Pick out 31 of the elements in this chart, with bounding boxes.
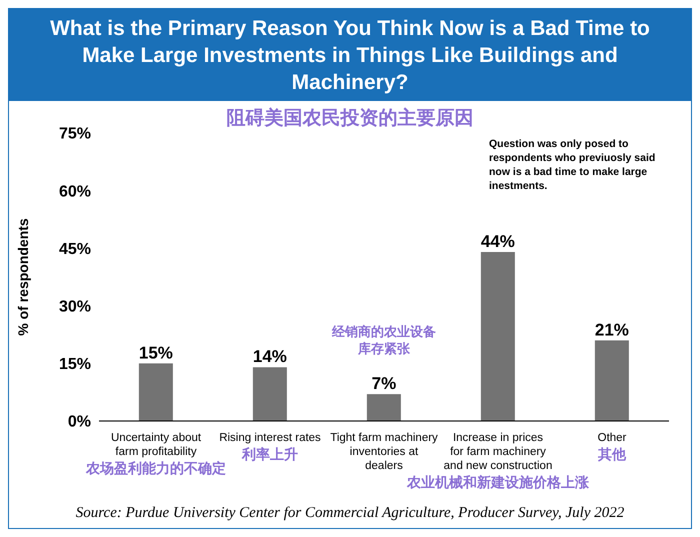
x-tick-label: Rising interest rates (219, 432, 322, 444)
x-tick-label: Other (598, 432, 627, 444)
data-label: 7% (372, 374, 396, 394)
text: 利率上升 (241, 446, 298, 463)
bar (366, 394, 401, 421)
data-label: 15% (138, 343, 173, 362)
bar (480, 252, 515, 421)
y-tick-label: 45% (58, 240, 91, 258)
y-axis-title: % of respondents (14, 218, 31, 336)
bar (252, 367, 287, 421)
annotation: 经销商的农业设备库存紧张 (331, 324, 436, 358)
y-tick-label: 75% (58, 126, 91, 143)
source-note: Source: Purdue University Center for Commercial Agriculture, Producer Survey, July 2022 (74, 505, 626, 522)
y-tick-label: 60% (58, 183, 91, 200)
data-label: 14% (252, 347, 287, 366)
y-tick-label: 0% (68, 414, 91, 431)
bar (138, 363, 173, 421)
y-tick-label: 30% (58, 298, 91, 316)
chart-title: What is the Primary Reason You Think Now is a Bad Time to Make Large Investments in Things Like Buildings and Machinery? (9, 9, 691, 101)
x-tick-label: Uncertainty about farm profitability (110, 432, 202, 458)
text: 农业机械和新建设施价格上涨 (406, 474, 590, 491)
x-tick-label: Tight farm machinery inventories at dealers (330, 432, 438, 472)
data-label: 21% (594, 320, 629, 340)
text: 其他 (597, 447, 627, 463)
data-label: 44% (480, 232, 515, 252)
y-tick-label: 15% (58, 356, 91, 374)
annotation: Question was only posed to respondents who previuosly said now is a bad time to make large inestments. (489, 137, 656, 193)
bar (594, 340, 629, 421)
text: 农场盈利能力的不确定 (85, 460, 226, 477)
chart-subtitle: 阻碍美国农民投资的主要原因 (226, 107, 474, 129)
x-tick-label: Increase in prices for farm machinery and new construction (444, 432, 552, 472)
